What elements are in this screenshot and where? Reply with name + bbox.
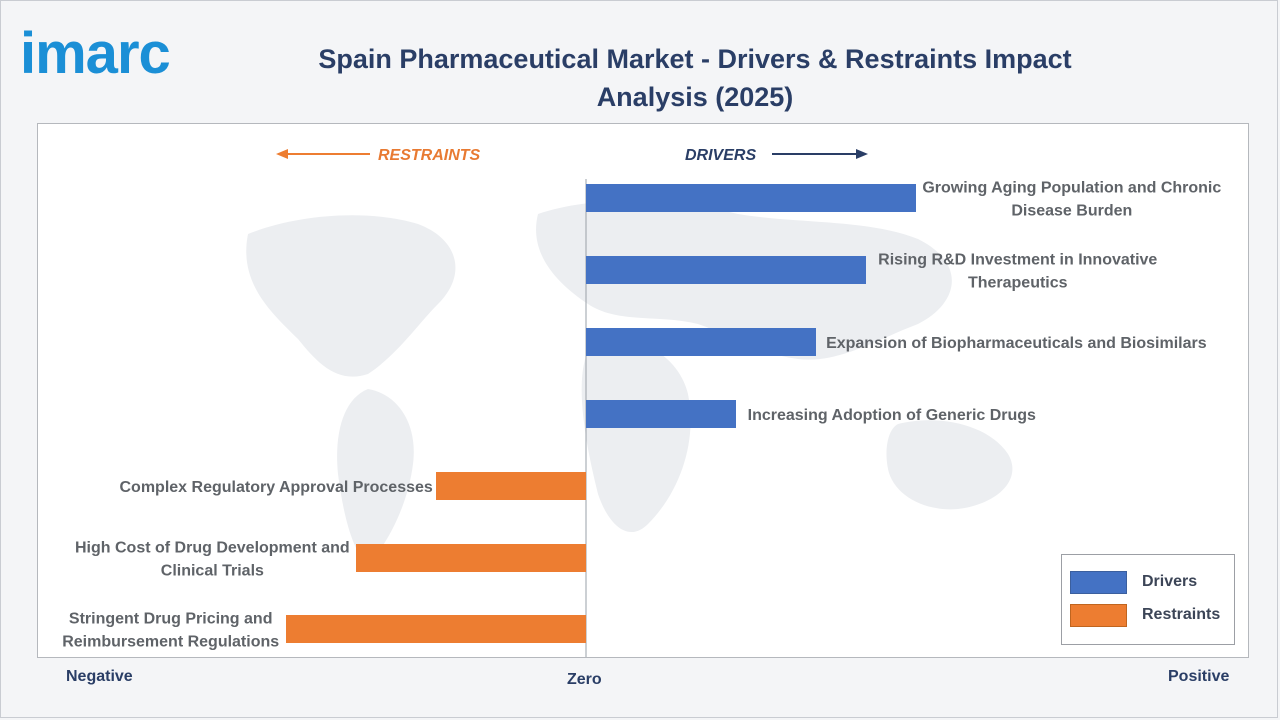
drivers-arrow-icon: [856, 149, 868, 159]
driver-bar-4: [586, 400, 736, 428]
restraints-arrow-icon: [276, 149, 288, 159]
plot-area: RESTRAINTS DRIVERS Growing Aging Populatio…: [37, 123, 1249, 658]
legend-label-drivers: Drivers: [1142, 573, 1198, 590]
legend-swatch-restraints: [1070, 604, 1127, 627]
axis-label-negative: Negative: [66, 668, 133, 685]
category-label-4: Increasing Adoption of Generic Drugs: [748, 407, 1036, 424]
category-label-6: High Cost of Drug Development and Clinica…: [75, 540, 350, 580]
category-label-5: Complex Regulatory Approval Processes: [120, 479, 433, 496]
restraint-bar-5: [436, 472, 586, 500]
logo-text: imarc: [20, 21, 170, 86]
restraints-direction-label: RESTRAINTS: [378, 147, 481, 164]
driver-bar-3: [586, 328, 816, 356]
axis-label-zero: Zero: [567, 671, 602, 688]
drivers-direction-label: DRIVERS: [685, 147, 756, 164]
legend-label-restraints: Restraints: [1142, 606, 1221, 623]
driver-bar-1: [586, 184, 916, 212]
bar-chart: RESTRAINTS DRIVERS Growing Aging Populatio…: [62, 147, 1221, 657]
restraint-bar-6: [356, 544, 586, 572]
category-label-1: Growing Aging Population and Chronic Dise…: [922, 180, 1221, 220]
chart-title: Spain Pharmaceutical Market - Drivers & …: [318, 44, 1072, 112]
axis-label-positive: Positive: [1168, 668, 1230, 685]
imarc-logo: imarc: [20, 21, 171, 86]
legend: Drivers Restraints: [1061, 554, 1235, 645]
restraint-bar-7: [286, 615, 586, 643]
legend-swatch-drivers: [1070, 571, 1127, 594]
category-label-3: Expansion of Biopharmaceuticals and Bios…: [826, 335, 1207, 352]
category-label-7: Stringent Drug Pricing and Reimbursement …: [62, 611, 279, 651]
category-label-2: Rising R&D Investment in Innovative Thera…: [878, 252, 1157, 292]
driver-bar-2: [586, 256, 866, 284]
